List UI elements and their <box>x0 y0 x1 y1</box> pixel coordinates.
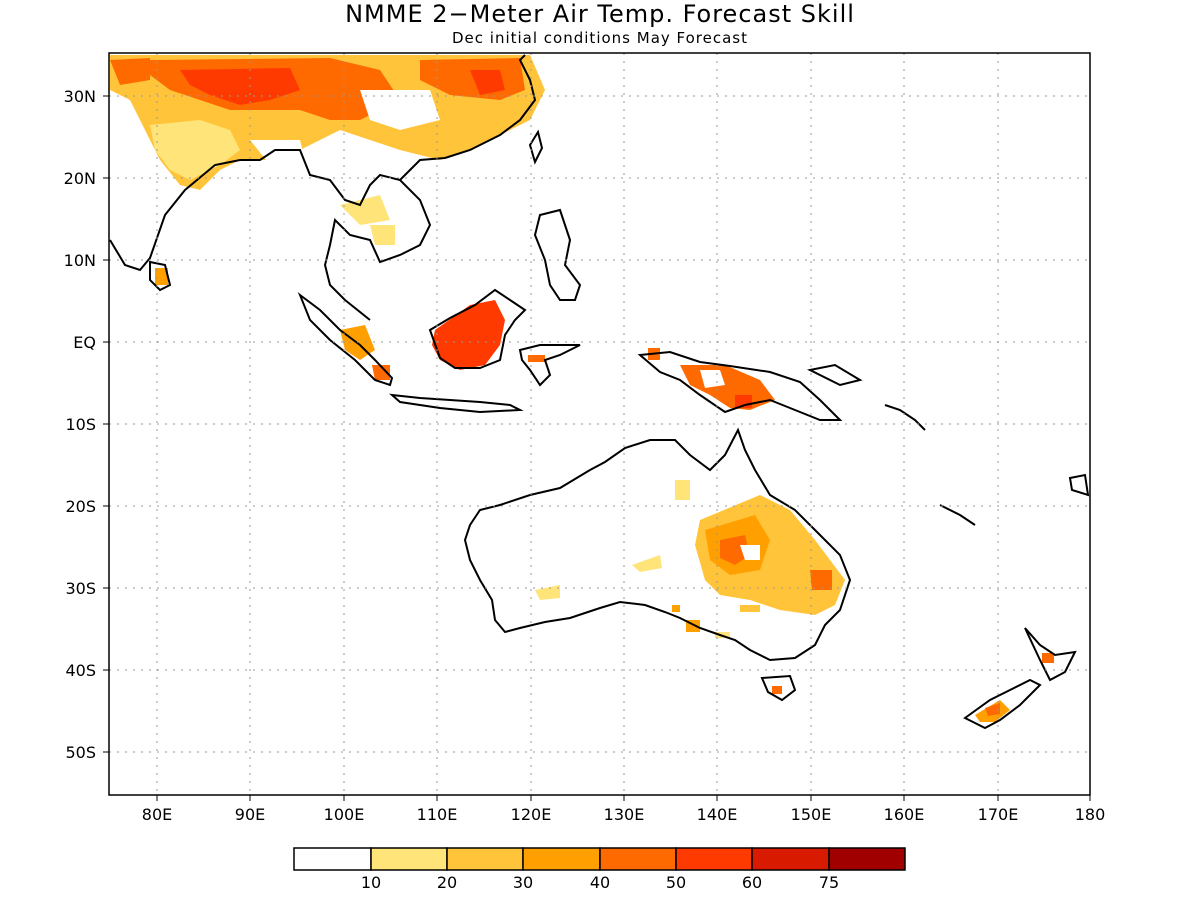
legend-swatch-0 <box>293 847 372 871</box>
lon-label-100e: 100E <box>324 805 365 824</box>
lon-label-110e: 110E <box>417 805 458 824</box>
lon-label-80e: 80E <box>142 805 172 824</box>
lat-label-20n: 20N <box>64 169 96 188</box>
lon-label-150e: 150E <box>791 805 832 824</box>
legend-swatch-2 <box>446 847 524 871</box>
gridlines <box>109 53 1090 795</box>
legend-label-40: 40 <box>590 873 610 892</box>
map-subtitle: Dec initial conditions May Forecast <box>452 29 748 47</box>
lon-label-90e: 90E <box>235 805 265 824</box>
lat-label-10s: 10S <box>65 415 96 434</box>
legend-label-60: 60 <box>742 873 762 892</box>
lat-label-eq: EQ <box>73 333 96 352</box>
color-legend: 10 20 30 40 50 60 75 <box>293 847 906 892</box>
lat-label-40s: 40S <box>65 661 96 680</box>
legend-label-50: 50 <box>666 873 686 892</box>
lat-label-30s: 30S <box>65 579 96 598</box>
legend-swatch-7 <box>828 847 906 871</box>
legend-swatch-3 <box>522 847 601 871</box>
lon-label-170e: 170E <box>978 805 1019 824</box>
lat-label-50s: 50S <box>65 743 96 762</box>
axis-ticks <box>103 95 1091 801</box>
legend-swatch-6 <box>751 847 830 871</box>
lon-label-140e: 140E <box>697 805 738 824</box>
lon-label-180: 180 <box>1075 805 1106 824</box>
legend-label-20: 20 <box>437 873 457 892</box>
legend-swatch-1 <box>370 847 448 871</box>
legend-swatch-5 <box>675 847 753 871</box>
lat-label-10n: 10N <box>64 251 96 270</box>
lon-label-120e: 120E <box>511 805 552 824</box>
coastlines <box>109 54 1090 730</box>
lat-label-20s: 20S <box>65 497 96 516</box>
legend-swatch-4 <box>599 847 677 871</box>
lon-label-160e: 160E <box>884 805 925 824</box>
legend-label-30: 30 <box>513 873 533 892</box>
legend-label-75: 75 <box>819 873 839 892</box>
legend-label-10: 10 <box>361 873 381 892</box>
map-title: NMME 2−Meter Air Temp. Forecast Skill <box>345 0 855 28</box>
lat-label-30n: 30N <box>64 87 96 106</box>
lon-label-130e: 130E <box>604 805 645 824</box>
